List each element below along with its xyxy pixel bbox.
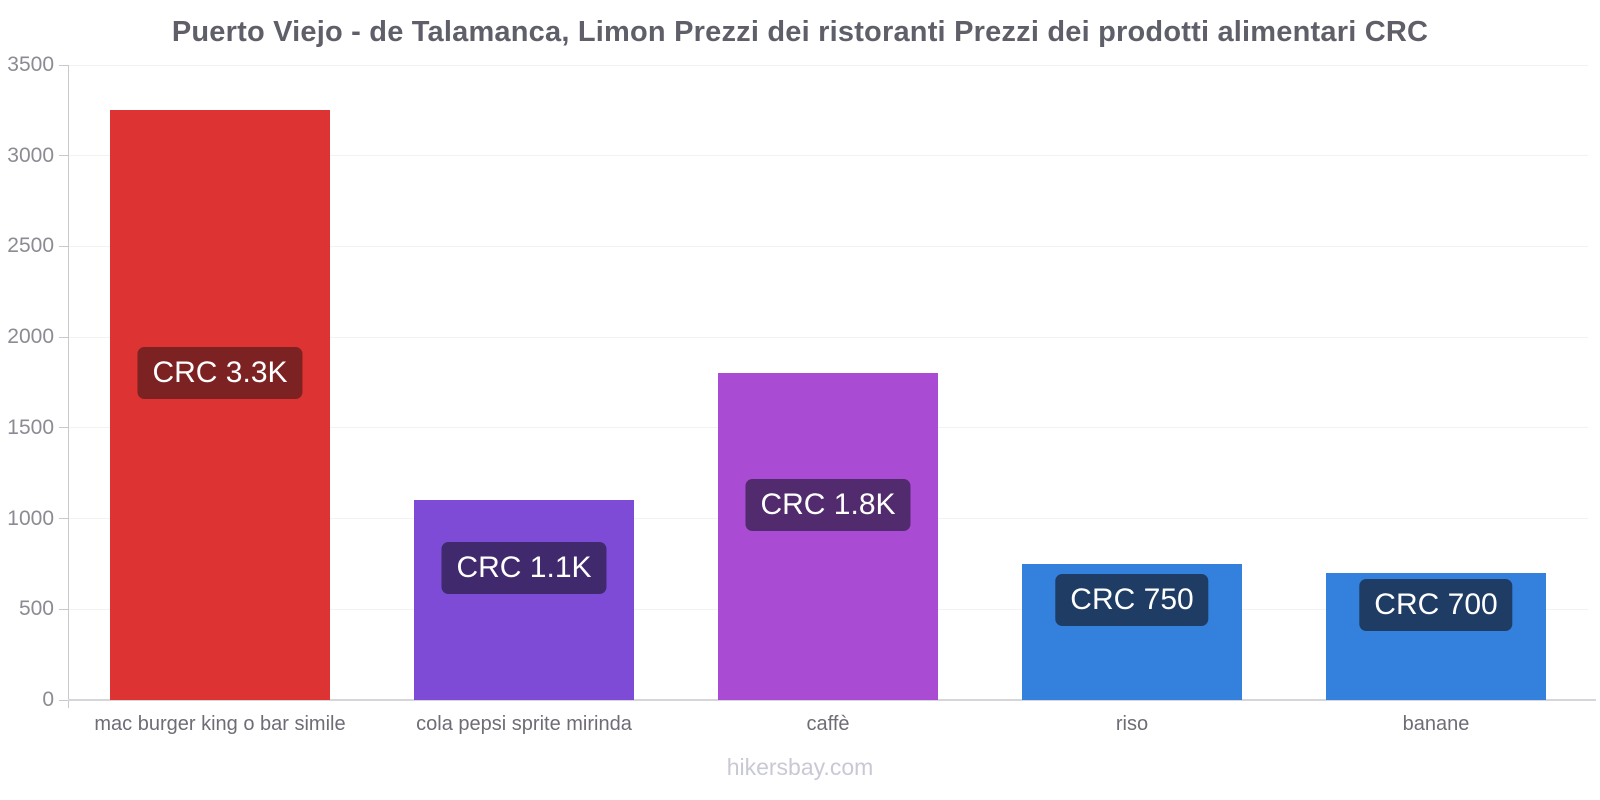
- x-axis-label: caffè: [806, 713, 850, 735]
- bar-cola-pepsi-sprite-mirinda[interactable]: [414, 500, 634, 700]
- y-axis-tick-label: 0: [42, 688, 54, 711]
- bar-value-badge: CRC 700: [1359, 578, 1513, 631]
- y-axis-tick-label: 1000: [7, 506, 54, 530]
- y-axis-tick-label: 2500: [7, 234, 54, 258]
- bar-value-badge: CRC 750: [1055, 573, 1209, 626]
- y-tick-mark: [59, 155, 68, 157]
- x-axis-label: banane: [1402, 713, 1470, 735]
- bar-caff-[interactable]: [718, 373, 938, 700]
- x-axis-label: cola pepsi sprite mirinda: [416, 713, 632, 735]
- x-axis-baseline: [68, 699, 1596, 701]
- y-tick-mark: [59, 64, 68, 66]
- bar-value-badge: CRC 3.3K: [137, 347, 303, 400]
- y-gridline: [68, 245, 1588, 247]
- y-axis-tick-label: 3500: [7, 53, 54, 76]
- y-axis-line: [68, 65, 69, 708]
- y-tick-mark: [59, 608, 68, 610]
- y-axis-tick-label: 2000: [7, 325, 54, 349]
- y-axis-tick-label: 1500: [7, 415, 54, 439]
- y-tick-mark: [59, 336, 68, 338]
- y-tick-mark: [59, 699, 68, 701]
- y-axis-tick-label: 3000: [7, 143, 54, 167]
- y-gridline: [68, 64, 1588, 66]
- y-gridline: [68, 155, 1588, 157]
- x-axis-label: mac burger king o bar simile: [94, 713, 346, 735]
- x-axis-label: riso: [1115, 713, 1149, 735]
- y-tick-mark: [59, 518, 68, 520]
- chart-title: Puerto Viejo - de Talamanca, Limon Prezz…: [171, 16, 1429, 48]
- y-gridline: [68, 336, 1588, 338]
- y-tick-mark: [59, 427, 68, 429]
- y-axis-tick-label: 500: [18, 597, 54, 621]
- bar-mac-burger-king-o-bar-simile[interactable]: [110, 110, 330, 700]
- footer-watermark: hikersbay.com: [726, 754, 874, 780]
- bar-value-badge: CRC 1.8K: [745, 478, 911, 531]
- bar-value-badge: CRC 1.1K: [441, 542, 607, 595]
- y-tick-mark: [59, 245, 68, 247]
